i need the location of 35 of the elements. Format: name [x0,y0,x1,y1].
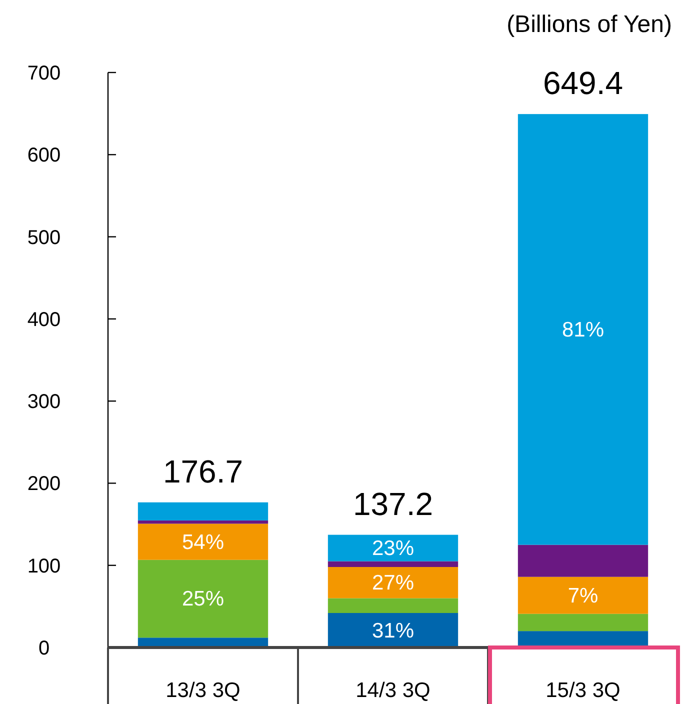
x-tick-label: 14/3 3Q [356,679,430,702]
bar [138,560,268,638]
bar [328,598,458,613]
bar [328,534,458,562]
bar [138,502,268,520]
bar [518,544,648,577]
annotation: 27% [372,572,414,595]
bar [138,524,268,560]
bar [518,614,648,632]
y-tick-label: 500 [27,226,61,249]
total-label: 137.2 [352,486,434,522]
annotation: 31% [372,619,414,642]
bar [328,567,458,598]
y-tick-label: 300 [27,391,61,414]
y-tick-label: 400 [27,308,61,331]
y-tick-label: 200 [27,473,61,496]
annotation: 25% [182,588,224,611]
y-tick-label: 600 [27,144,61,167]
bar [138,520,268,524]
bar [518,114,648,545]
total-label: 649.4 [542,65,624,102]
bar [328,613,458,648]
text: (Billions of Yen) [506,11,672,38]
bar [328,561,458,567]
y-tick-label: 100 [27,555,61,578]
x-tick-label: 13/3 3Q [166,679,240,702]
bar [518,576,648,614]
annotation: 54% [182,530,224,554]
total-label: 176.7 [162,453,244,490]
y-tick-label: 700 [27,62,61,84]
x-tick-label: 15/3 3Q [546,679,620,702]
annotation: 81% [562,318,604,342]
y-tick-label: 0 [38,638,50,660]
annotation: 23% [372,537,414,560]
annotation: 7% [568,584,598,608]
